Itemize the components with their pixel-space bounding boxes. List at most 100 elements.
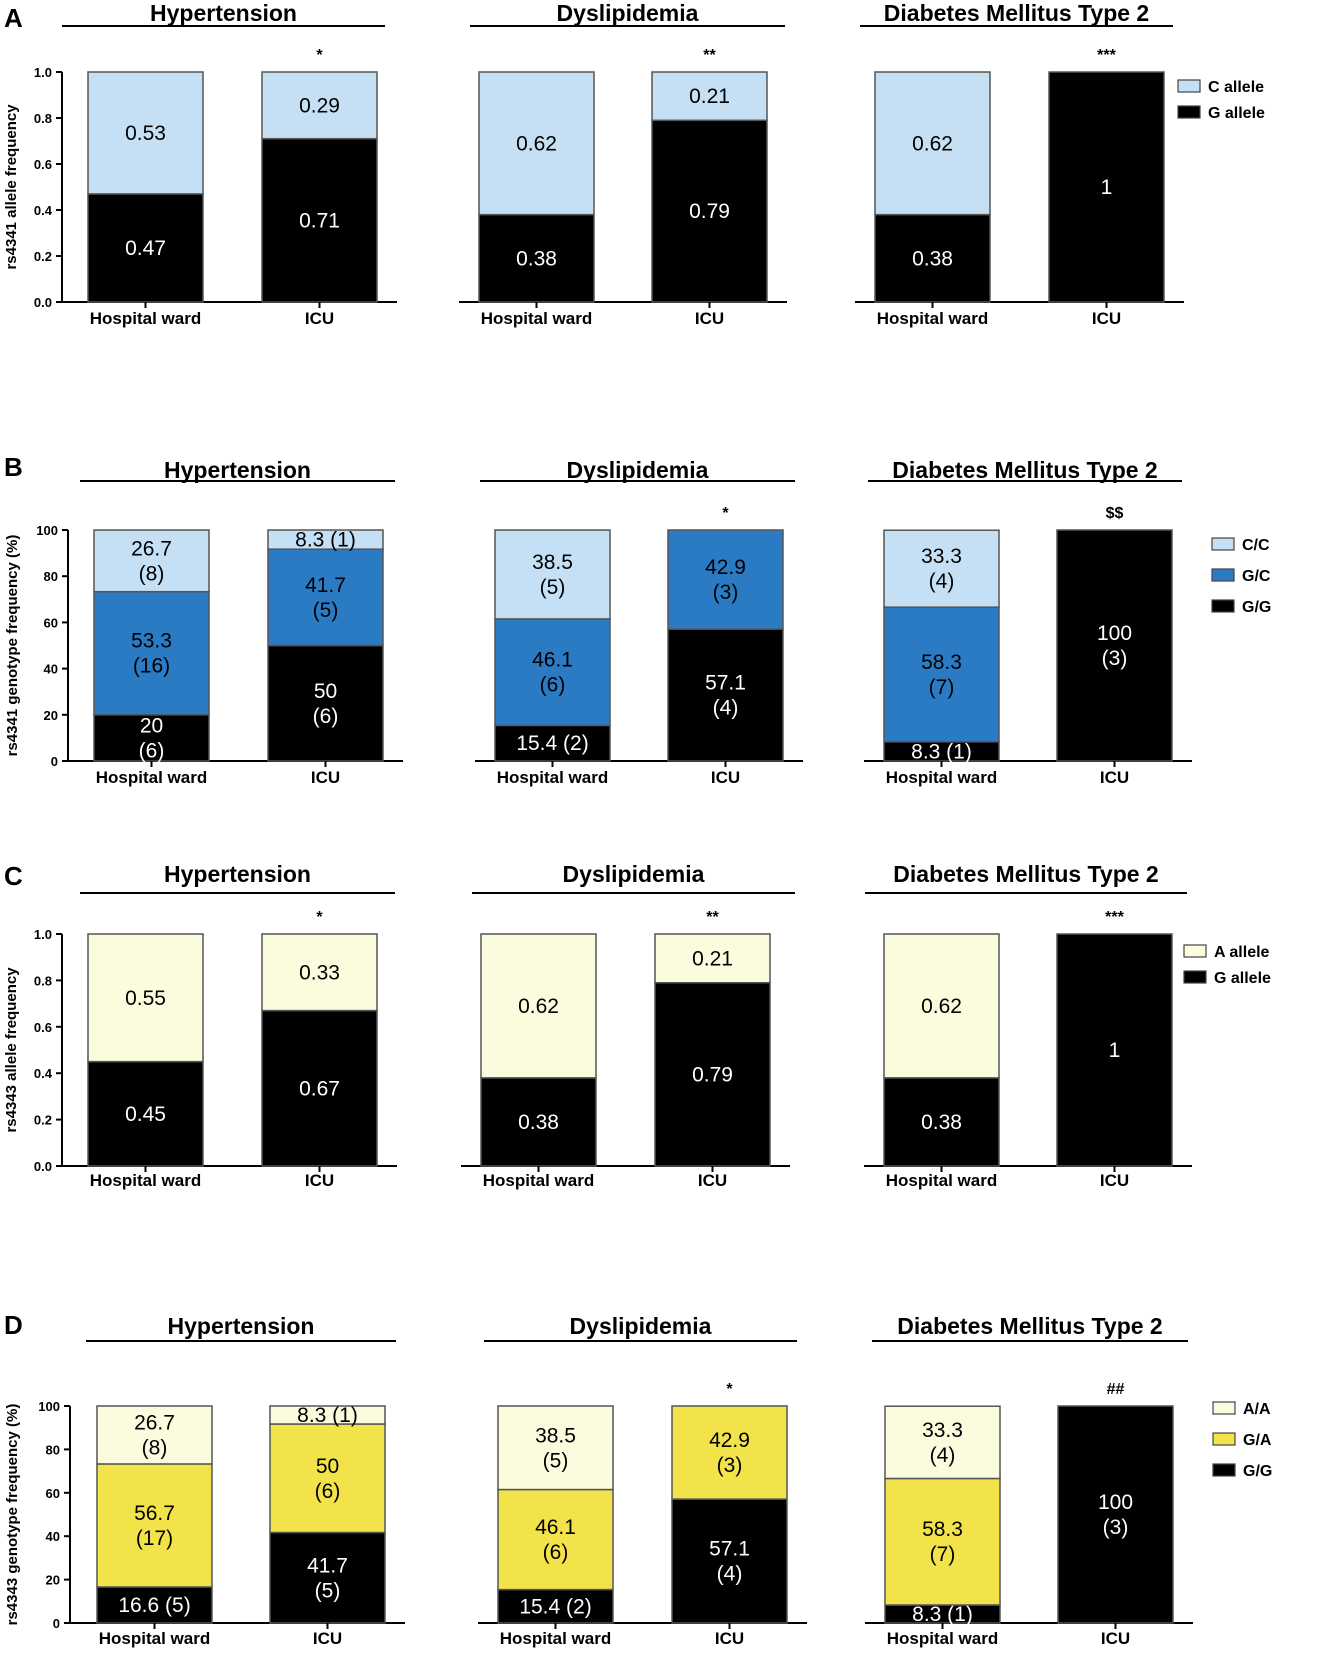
panel-a-group-diabetes-mellitus-type-2-bar-icu-segment-1-label: 1 (1101, 176, 1113, 199)
panel-c-group-hypertension-bar-icu-segment-2 (261, 933, 378, 1012)
panel-c-group-diabetes-mellitus-type-2-title: Diabetes Mellitus Type 2 (893, 861, 1158, 887)
panel-a-legend-label-c-allele: C allele (1208, 79, 1264, 96)
panel-d-group-diabetes-mellitus-type-2-bar-hospital-ward-segment-1-label: 8.3 (1) (912, 1603, 973, 1626)
panel-b-group-diabetes-mellitus-type-2-bar-icu-category-label: ICU (1100, 768, 1129, 787)
panel-c-group-diabetes-mellitus-type-2-bar-icu: 1 ICU *** (1056, 909, 1173, 1190)
panel-d-group-dyslipidemia-bar-icu-segment-1 (671, 1498, 788, 1624)
panel-a-group-diabetes-mellitus-type-2-bar-icu-category-label: ICU (1092, 309, 1121, 328)
panel-b-group-dyslipidemia-bar-hospital-ward-segment-2 (494, 618, 611, 727)
panel-d-group-diabetes-mellitus-type-2-bar-hospital-ward-segment-3 (884, 1405, 1001, 1480)
panel-c-group-diabetes-mellitus-type-2-bar-icu-category-label: ICU (1100, 1171, 1129, 1190)
panel-b-group-hypertension-bar-icu-segment-3-label: 8.3 (1) (295, 529, 356, 552)
panel-b-legend-label-g-g: G/G (1242, 599, 1271, 616)
panel-c-group-diabetes-mellitus-type-2: Diabetes Mellitus Type 2 0.38 0.62 Hospital… (864, 861, 1192, 1190)
panel-d-group-diabetes-mellitus-type-2-bar-hospital-ward: 8.3 (1) 58.3 (7) 33.3 (4) Hospital ward (884, 1405, 1001, 1648)
panel-b-group-hypertension-bar-icu-segment-3 (267, 529, 384, 550)
panel-d-group-hypertension-bar-icu-category-label: ICU (313, 1629, 342, 1648)
panel-b-group-diabetes-mellitus-type-2: Diabetes Mellitus Type 2 8.3 (1) 58.3 (7) 33… (864, 457, 1192, 787)
panel-c-group-dyslipidemia-bar-hospital-ward: 0.38 0.62 Hospital ward (480, 933, 597, 1190)
panel-b-group-hypertension-bar-icu-segment-1 (267, 644, 384, 762)
panel-b-y-tick-label: 100 (36, 523, 58, 538)
panel-c-group-diabetes-mellitus-type-2-bar-hospital-ward: 0.38 0.62 Hospital ward (883, 933, 1000, 1190)
panel-a-group-hypertension-bar-icu: 0.71 0.29 ICU * (261, 47, 378, 328)
panel-c-group-diabetes-mellitus-type-2-bar-hospital-ward-segment-2 (883, 933, 1000, 1079)
panel-a-group-dyslipidemia: Dyslipidemia 0.38 0.62 Hospital ward 0.79 0.2… (459, 0, 787, 328)
panel-b-group-hypertension-bar-hospital-ward-segment-1 (93, 714, 210, 762)
panel-b-group-diabetes-mellitus-type-2-bar-hospital-ward-segment-2 (883, 606, 1000, 743)
panel-d-group-hypertension-bar-hospital-ward-segment-1-label: 16.6 (5) (118, 1594, 190, 1617)
panel-d-y-tick-label: 100 (38, 1399, 60, 1414)
panel-d-group-hypertension-bar-hospital-ward-segment-2 (96, 1463, 213, 1588)
panel-d-legend: A/A G/A G/G (1212, 1401, 1272, 1480)
panel-c-group-hypertension-bar-icu-category-label: ICU (305, 1171, 334, 1190)
panel-b-group-diabetes-mellitus-type-2-bar-icu: 100 (3) ICU $$ (1056, 505, 1173, 787)
panel-a-group-diabetes-mellitus-type-2-bar-hospital-ward-segment-1-label: 0.38 (912, 247, 953, 270)
panel-c-group-hypertension-title: Hypertension (164, 861, 311, 887)
panel-a-group-hypertension-bar-hospital-ward-segment-1 (87, 193, 204, 303)
panel-a-group-hypertension-bar-hospital-ward-segment-2-label: 0.53 (125, 122, 166, 145)
panel-d-group-dyslipidemia-bar-icu: 57.1 (4) 42.9 (3) ICU * (671, 1381, 788, 1648)
panel-c-legend-swatch-g-allele (1183, 970, 1207, 984)
panel-b-y-axis-label: rs4341 genotype frequency (%) (4, 535, 21, 757)
panel-c-group-hypertension: Hypertension 0.45 0.55 Hospital ward 0.67 0.3… (62, 861, 397, 1190)
panel-d-group-hypertension: Hypertension 16.6 (5) 56.7 (17) 26.7 (8) Hospi… (70, 1313, 405, 1648)
panel-c-group-hypertension-bar-hospital-ward-segment-2 (87, 933, 204, 1063)
panel-a-group-hypertension-bar-icu-segment-1-label: 0.71 (299, 209, 340, 232)
panel-a-group-dyslipidemia-bar-icu: 0.79 0.21 ICU ** (651, 47, 768, 328)
panel-b-group-hypertension-bar-icu-segment-2 (267, 548, 384, 647)
panel-c-group-hypertension-bar-icu-significance-marker: * (316, 909, 323, 926)
panel-b-group-hypertension-bar-hospital-ward-segment-3-label: 26.7 (8) (131, 537, 172, 585)
panel-c-group-dyslipidemia-bar-icu-significance-marker: ** (706, 909, 719, 926)
panel-c-group-diabetes-mellitus-type-2-bar-icu-significance-marker: *** (1105, 909, 1124, 926)
panel-d-group-diabetes-mellitus-type-2-bar-icu-segment-1-label: 100 (3) (1098, 1491, 1133, 1539)
panel-b-y-tick-label: 80 (44, 569, 58, 584)
panel-a-group-dyslipidemia-bar-icu-segment-2-label: 0.21 (689, 85, 730, 108)
panel-c-legend-label-a-allele: A allele (1214, 944, 1270, 961)
panel-d-group-diabetes-mellitus-type-2-title: Diabetes Mellitus Type 2 (897, 1313, 1162, 1339)
panel-a-legend: C allele G allele (1177, 79, 1265, 122)
panel-b-group-hypertension-bar-hospital-ward: 20 (6) 53.3 (16) 26.7 (8) Hospital ward (93, 529, 210, 787)
panel-a-y-tick-label: 1.0 (34, 65, 52, 80)
panel-c-group-dyslipidemia-bar-icu-segment-2-label: 0.21 (692, 947, 733, 970)
panel-c-y-tick-label: 1.0 (34, 927, 52, 942)
panel-a-legend-swatch-c-allele (1177, 79, 1201, 93)
panel-a-group-hypertension-bar-icu-segment-2 (261, 71, 378, 140)
panel-d-legend-label-g-a: G/A (1243, 1432, 1272, 1449)
panel-d-group-dyslipidemia-bar-hospital-ward-segment-3-label: 38.5 (5) (535, 1424, 576, 1472)
panel-a-group-hypertension-bar-hospital-ward-segment-2 (87, 71, 204, 195)
panel-b-group-diabetes-mellitus-type-2-title: Diabetes Mellitus Type 2 (892, 457, 1157, 483)
panel-c-group-hypertension-bar-hospital-ward-category-label: Hospital ward (90, 1171, 201, 1190)
panel-b-group-diabetes-mellitus-type-2-bar-hospital-ward-category-label: Hospital ward (886, 768, 997, 787)
panel-b-group-diabetes-mellitus-type-2-bar-hospital-ward-segment-1-label: 8.3 (1) (911, 740, 972, 763)
panel-d-group-dyslipidemia-bar-icu-segment-1-label: 57.1 (4) (709, 1538, 750, 1586)
panel-b-group-diabetes-mellitus-type-2-bar-hospital-ward: 8.3 (1) 58.3 (7) 33.3 (4) Hospital ward (883, 529, 1000, 787)
panel-c-group-diabetes-mellitus-type-2-bar-hospital-ward-segment-2-label: 0.62 (921, 995, 962, 1018)
panel-c-group-dyslipidemia-bar-hospital-ward-segment-1-label: 0.38 (518, 1111, 559, 1134)
panel-a-group-dyslipidemia-bar-icu-segment-1-label: 0.79 (689, 200, 730, 223)
panel-b-group-dyslipidemia-bar-icu: 57.1 (4) 42.9 (3) ICU * (667, 505, 784, 787)
panel-b-group-hypertension-bar-icu: 50 (6) 41.7 (5) 8.3 (1) ICU (267, 529, 384, 787)
panel-d-group-dyslipidemia-bar-icu-category-label: ICU (715, 1629, 744, 1648)
panel-c-group-diabetes-mellitus-type-2-bar-icu-segment-1 (1056, 933, 1173, 1167)
panel-a-group-diabetes-mellitus-type-2-bar-hospital-ward-segment-2 (874, 71, 991, 216)
panel-a-group-dyslipidemia-title: Dyslipidemia (557, 0, 699, 26)
panel-a-group-hypertension-bar-icu-segment-2-label: 0.29 (299, 94, 340, 117)
panel-a-group-dyslipidemia-bar-hospital-ward-category-label: Hospital ward (481, 309, 592, 328)
panel-b-group-hypertension-bar-icu-segment-2-label: 41.7 (5) (305, 574, 346, 622)
panel-d-y-tick-label: 0 (53, 1616, 60, 1631)
panel-a-group-hypertension: Hypertension 0.47 0.53 Hospital ward 0.71 0.2… (62, 0, 397, 328)
panel-d-legend-swatch-a-a (1212, 1401, 1236, 1415)
panel-a-group-dyslipidemia-bar-icu-category-label: ICU (695, 309, 724, 328)
panel-b-group-hypertension-bar-hospital-ward-segment-2-label: 53.3 (16) (131, 630, 172, 678)
panel-d-group-dyslipidemia-title: Dyslipidemia (570, 1313, 712, 1339)
panel-d-group-hypertension-bar-icu-segment-1-label: 41.7 (5) (307, 1554, 348, 1602)
panel-a-group-dyslipidemia-bar-hospital-ward-segment-2-label: 0.62 (516, 132, 557, 155)
panel-b-group-diabetes-mellitus-type-2-bar-icu-segment-1 (1056, 529, 1173, 762)
panel-d-group-hypertension-bar-hospital-ward-segment-2-label: 56.7 (17) (134, 1502, 175, 1550)
panel-a-group-diabetes-mellitus-type-2-bar-icu-significance-marker: *** (1097, 47, 1116, 64)
panel-d-group-hypertension-bar-icu-segment-1 (269, 1531, 386, 1624)
panel-a-group-hypertension-bar-hospital-ward-segment-1-label: 0.47 (125, 237, 166, 260)
panel-d-group-diabetes-mellitus-type-2-bar-hospital-ward-segment-2 (884, 1477, 1001, 1606)
